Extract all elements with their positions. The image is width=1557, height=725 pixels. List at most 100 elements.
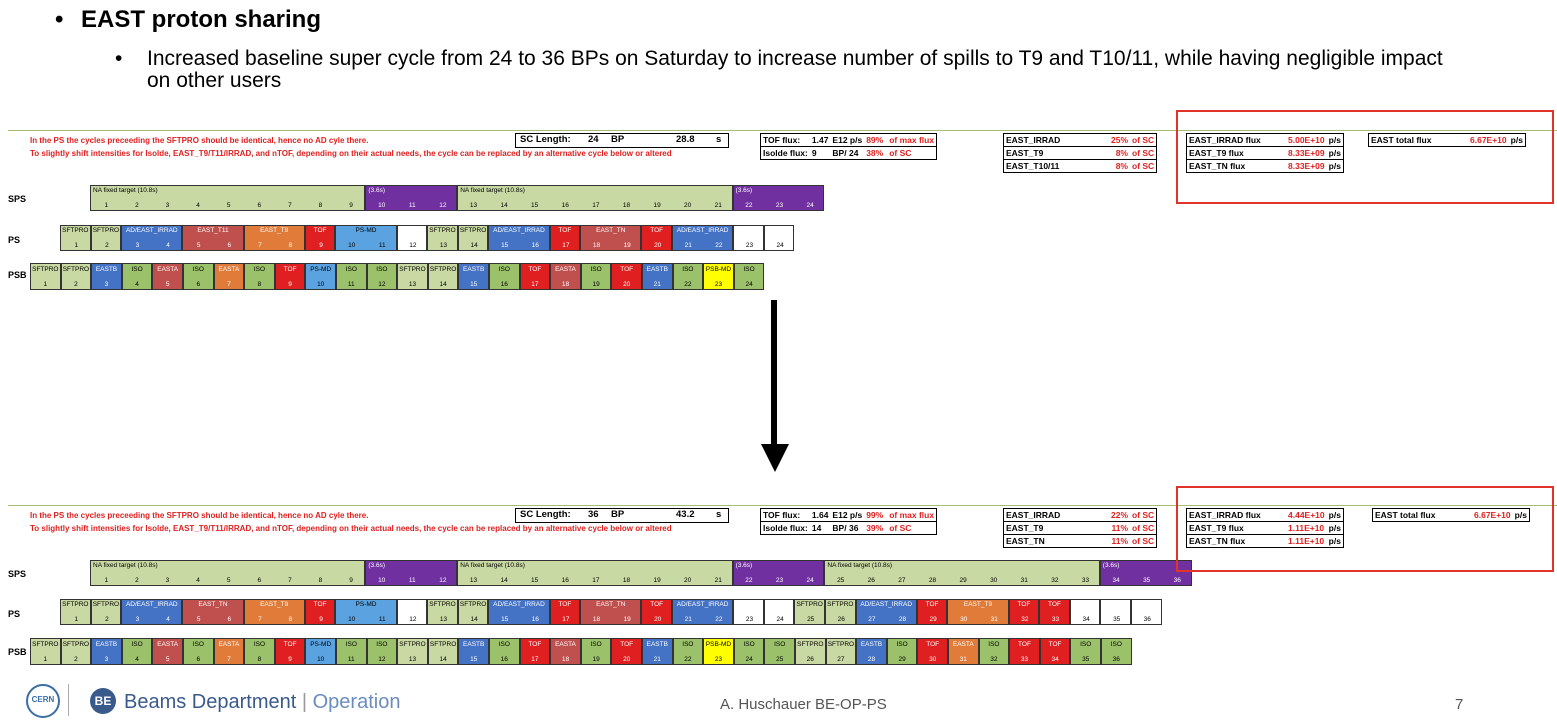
cycle-number: 4 [196, 577, 200, 584]
cycle-number: 6 [227, 242, 232, 249]
psb-cycle: SFTPRO 1 [30, 638, 61, 665]
cycle-number: 27 [868, 616, 876, 623]
cycle-label: SFTPRO [429, 601, 456, 608]
cycle-number: 8 [318, 202, 323, 209]
cycle-block: TOF 9 [304, 599, 336, 625]
cycle-number: 4 [135, 656, 139, 663]
cycle-number: 28 [867, 656, 876, 663]
cycle-number: 31 [1020, 577, 1028, 584]
cycle-label: SFTPRO [62, 266, 90, 273]
cycle-label: NA fixed target (10.8s) [93, 187, 158, 194]
cycle-label: ISO [253, 266, 266, 273]
cycle-number: 30 [929, 656, 937, 663]
cycle-label: TOF [1018, 641, 1031, 648]
bullet-dot: • [115, 47, 123, 70]
cycle-label: ISO [774, 641, 786, 648]
cycle-label: SFTPRO [459, 227, 487, 234]
psb-cycle: TOF 17 [519, 638, 551, 665]
cycle-number: 23 [714, 656, 723, 663]
cycle-block: 34 [1069, 599, 1101, 625]
psb-cycle: EASTA 18 [550, 263, 581, 290]
cycle-label: EASTB [860, 641, 883, 648]
psb-cycle: SFTPRO 1 [30, 263, 61, 290]
cycle-number: 12 [409, 242, 417, 249]
psb-cycle: SFTPRO 2 [60, 638, 92, 665]
cycle-label: AD/EAST_IRRAD [676, 227, 729, 234]
cycle-label: ISO [192, 641, 204, 648]
flux-row-name: EAST_T9 flux [1189, 148, 1244, 158]
flux-row-unit: p/s [1328, 536, 1341, 546]
total-flux-label: EAST total flux [1375, 510, 1436, 520]
cycle-block: SFTPRO 14 [457, 225, 489, 251]
cycle-number: 20 [684, 202, 692, 209]
cycle-number: 4 [166, 242, 170, 249]
cycle-number: 13 [469, 202, 478, 209]
cycle-label: TOF [926, 641, 940, 648]
psb-cycle: ISO 16 [489, 263, 520, 290]
cycle-number: 5 [165, 656, 170, 663]
note-1: In the PS the cycles preceeding the SFTP… [30, 136, 369, 145]
cycle-number: 21 [653, 656, 661, 663]
cycle-number: 25 [807, 616, 815, 623]
cern-logo: CERN [26, 684, 60, 718]
cycle-number: 35 [1082, 656, 1090, 663]
psb-cycle: SFTPRO 13 [397, 263, 428, 290]
cycle-block: TOF 20 [641, 225, 672, 251]
cycle-number: 5 [165, 281, 170, 288]
cycle-block: AD/EAST_IRRAD 3 4 [121, 225, 183, 251]
cycle-number: 25 [837, 577, 845, 584]
total-flux-table: EAST total flux 6.67E+10 p/s [1368, 133, 1526, 147]
cycle-number: 20 [654, 242, 662, 249]
cycle-number: 31 [990, 616, 998, 623]
psb-cycle: ISO 32 [978, 638, 1010, 665]
cycle-label: TOF [283, 641, 297, 648]
cycle-block: NA fixed target (10.8s) 1 2 3 4 5 6 7 8 9 [90, 560, 366, 586]
total-flux-value: 6.67E+10 [1470, 135, 1507, 145]
isolde-unit: BP/ 36 [832, 523, 859, 533]
east-row-name: EAST_TN [1006, 536, 1045, 546]
flux-row-value: 4.44E+10 [1288, 510, 1325, 520]
flux-row-unit: p/s [1328, 135, 1341, 145]
cycle-block: PS-MD 10 11 [335, 599, 397, 625]
cycle-number: 3 [135, 616, 140, 623]
east-row-suffix: of SC [1132, 161, 1155, 171]
east-row-pct: 22% [1110, 510, 1128, 520]
cycle-number: 10 [348, 242, 356, 249]
down-arrow-icon [761, 444, 789, 472]
cycle-block: SFTPRO 13 [427, 599, 458, 625]
divider [8, 505, 1557, 506]
cycle-label: SFTPRO [827, 601, 854, 608]
psb-cycle: ISO 8 [244, 263, 275, 290]
tof-suffix: of max flux [889, 510, 935, 520]
psb-cycle: ISO 24 [733, 263, 765, 290]
highlight-box-bottom [1176, 486, 1554, 572]
cycle-number: 21 [714, 577, 722, 584]
cycle-number: 32 [990, 656, 998, 663]
east-pct-table: EAST_IRRAD 25% of SC EAST_T9 8% of SC EAST_T… [1003, 133, 1157, 173]
cycle-number: 15 [531, 202, 539, 209]
cycle-number: 17 [592, 577, 600, 584]
cycle-label: SFTPRO [796, 601, 823, 608]
cycle-number: 10 [317, 281, 325, 288]
cycle-block: TOF 29 [916, 599, 948, 625]
psb-cycle: EASTB 21 [642, 263, 673, 290]
cycle-block: (3.6s) 22 23 24 [732, 185, 825, 211]
cycle-number: 8 [288, 616, 293, 623]
psb-cycle: TOF 34 [1039, 638, 1071, 665]
cycle-block: NA fixed target (10.8s) 1 2 3 4 5 6 7 8 9 [90, 185, 366, 211]
psb-cycle: ISO 36 [1101, 638, 1132, 665]
cycle-label: NA fixed target (10.8s) [460, 562, 525, 569]
cycle-label: EASTB [463, 266, 485, 273]
cycle-label: TOF [620, 641, 634, 648]
cycle-block: PS-MD 10 11 [335, 225, 397, 251]
cycle-number: 6 [196, 656, 201, 663]
cycle-label: AD/EAST_IRRAD [493, 227, 545, 234]
psb-cycle: ISO 12 [366, 638, 398, 665]
cycle-label: AD/EAST_IRRAD [493, 601, 545, 608]
cycle-block: SFTPRO 13 [427, 225, 458, 251]
cycle-label: EAST_TN [198, 601, 228, 608]
cycle-label: TOF [620, 266, 634, 273]
cycle-number: 22 [715, 242, 723, 249]
psb-cycle: SFTPRO 14 [427, 263, 459, 290]
cycle-number: 8 [318, 577, 323, 584]
